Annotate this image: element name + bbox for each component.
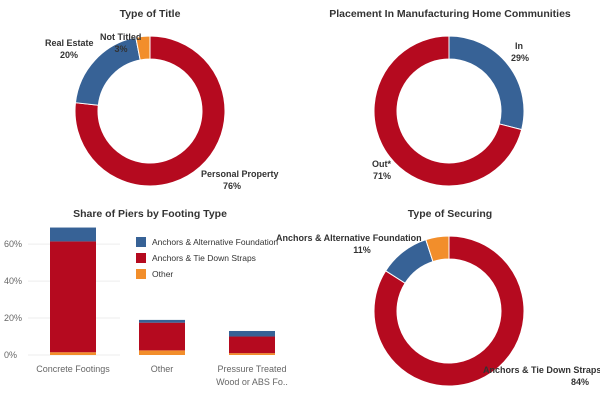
slice-value-label: 3% — [114, 44, 127, 54]
chart-title: Placement In Manufacturing Home Communit… — [329, 8, 571, 20]
slice-other — [425, 235, 450, 263]
slice-value-label: 76% — [223, 181, 241, 191]
slice-value-label: 11% — [353, 245, 371, 255]
y-tick-label: 60% — [4, 239, 22, 249]
slice-label: Not Titled — [100, 32, 141, 42]
x-category-label: Wood or ABS Fo.. — [216, 377, 288, 387]
slice-label: Anchors & Tie Down Straps — [483, 365, 600, 375]
slice-label: Personal Property — [201, 169, 279, 179]
slice-label: In — [515, 41, 523, 51]
chart-type-of-title: Type of Title Personal Property 76% Real E… — [0, 0, 300, 200]
donut-type-of-securing: Anchors & Tie Down Straps 84% Anchors & Al… — [276, 233, 600, 387]
slice-in — [448, 35, 525, 131]
legend-swatch — [136, 237, 146, 247]
slice-label: Real Estate — [45, 38, 94, 48]
legend-label: Anchors & Alternative Foundation — [152, 237, 279, 247]
donut-type-of-title: Personal Property 76% Real Estate 20% Not Ti… — [45, 32, 279, 191]
x-category-label: Concrete Footings — [36, 364, 110, 374]
legend-item: Anchors & Alternative Foundation — [136, 234, 278, 250]
bar-segment-other — [139, 350, 185, 355]
slice-out — [373, 35, 523, 187]
slice-personal-property — [74, 35, 226, 187]
chart-title: Type of Securing — [407, 208, 493, 220]
chart-placement: Placement In Manufacturing Home Communit… — [300, 0, 600, 200]
legend-item: Anchors & Tie Down Straps — [136, 250, 278, 266]
bar-segment-anchors-tie-down-straps — [229, 336, 275, 354]
legend-label: Anchors & Tie Down Straps — [152, 253, 256, 263]
chart-share-of-piers: Share of Piers by Footing Type 0% 20% 40% 6… — [0, 200, 300, 400]
y-tick-label: 0% — [4, 350, 17, 360]
y-tick-label: 40% — [4, 276, 22, 286]
bar-chart-piers: 0% 20% 40% 60% Concrete Footings Other Pressur… — [4, 227, 288, 387]
slice-anchors-tie-down-straps — [373, 235, 525, 387]
slice-value-label: 71% — [373, 171, 391, 181]
slice-value-label: 84% — [571, 377, 589, 387]
bar-segment-other — [229, 353, 275, 355]
legend-label: Other — [152, 269, 174, 279]
chart-title: Share of Piers by Footing Type — [73, 208, 227, 220]
legend-item: Other — [136, 266, 278, 282]
slice-label: Anchors & Alternative Foundation — [276, 233, 422, 243]
bar-segment-anchors-alternative-foundation — [139, 319, 185, 323]
y-tick-label: 20% — [4, 313, 22, 323]
x-category-label: Pressure Treated — [217, 364, 286, 374]
bar-segment-anchors-tie-down-straps — [139, 322, 185, 351]
legend: Anchors & Alternative Foundation Anchors … — [136, 234, 278, 282]
slice-value-label: 20% — [60, 50, 78, 60]
bar-segment-anchors-alternative-foundation — [229, 330, 275, 337]
slice-not-titled — [135, 35, 151, 61]
bar-segment-anchors-tie-down-straps — [50, 241, 96, 353]
bar-segment-anchors-alternative-foundation — [50, 227, 96, 242]
chart-title: Type of Title — [119, 8, 181, 20]
legend-swatch — [136, 269, 146, 279]
chart-type-of-securing: Type of Securing Anchors & Tie Down Stra… — [276, 200, 600, 400]
slice-label: Out* — [372, 159, 391, 169]
x-category-label: Other — [151, 364, 174, 374]
donut-placement: In 29% Out* 71% — [372, 35, 529, 187]
bar-segment-other — [50, 352, 96, 355]
slice-value-label: 29% — [511, 53, 529, 63]
legend-swatch — [136, 253, 146, 263]
